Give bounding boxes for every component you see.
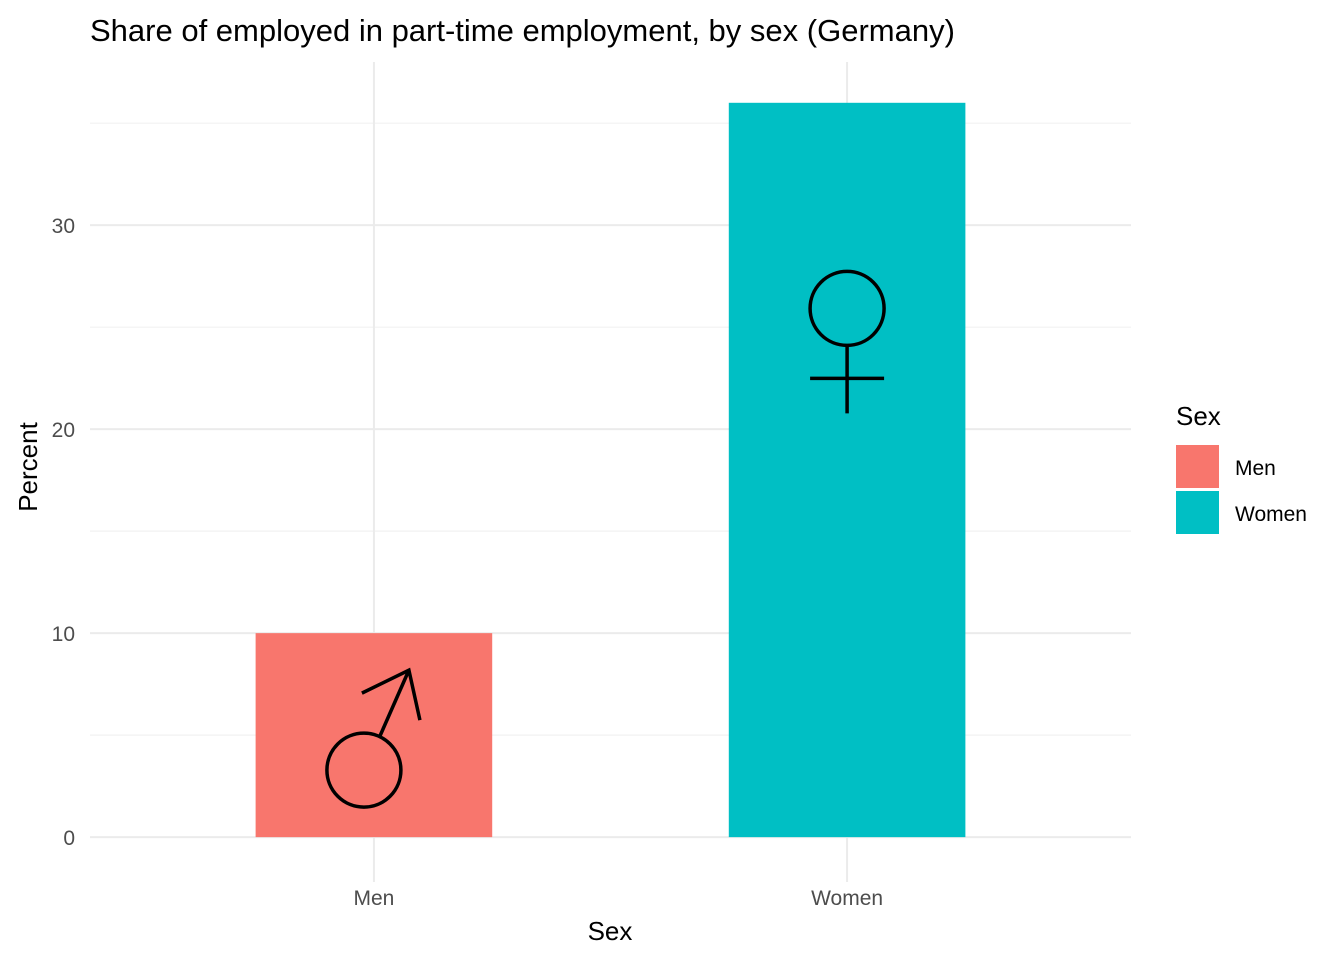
bar-symbols <box>325 269 886 809</box>
chart-title: Share of employed in part-time employmen… <box>90 13 955 48</box>
y-tick-label: 0 <box>63 827 75 850</box>
y-tick-label: 10 <box>52 623 75 646</box>
y-axis-title: Percent <box>13 421 43 511</box>
legend-label-women: Women <box>1235 503 1307 526</box>
x-tick-label: Men <box>353 887 394 910</box>
y-tick-label: 20 <box>52 419 75 442</box>
legend-label-men: Men <box>1235 457 1276 480</box>
bars <box>255 102 966 838</box>
x-axis-title: Sex <box>588 916 633 946</box>
legend-title: Sex <box>1176 401 1221 431</box>
x-axis-tick-labels: Men Women <box>353 887 883 910</box>
x-tick-label: Women <box>811 887 883 910</box>
legend: Sex Men Women <box>1176 401 1307 534</box>
bar-women <box>728 102 966 838</box>
legend-key-women <box>1176 491 1219 534</box>
male-symbol-icon <box>325 667 422 809</box>
y-tick-label: 30 <box>52 215 75 238</box>
legend-key-men <box>1176 445 1219 488</box>
legend-entries: Men Women <box>1176 445 1307 534</box>
y-axis-tick-labels: 0 10 20 30 <box>52 215 75 850</box>
female-symbol-icon <box>808 269 886 414</box>
major-gridlines <box>90 62 1131 882</box>
